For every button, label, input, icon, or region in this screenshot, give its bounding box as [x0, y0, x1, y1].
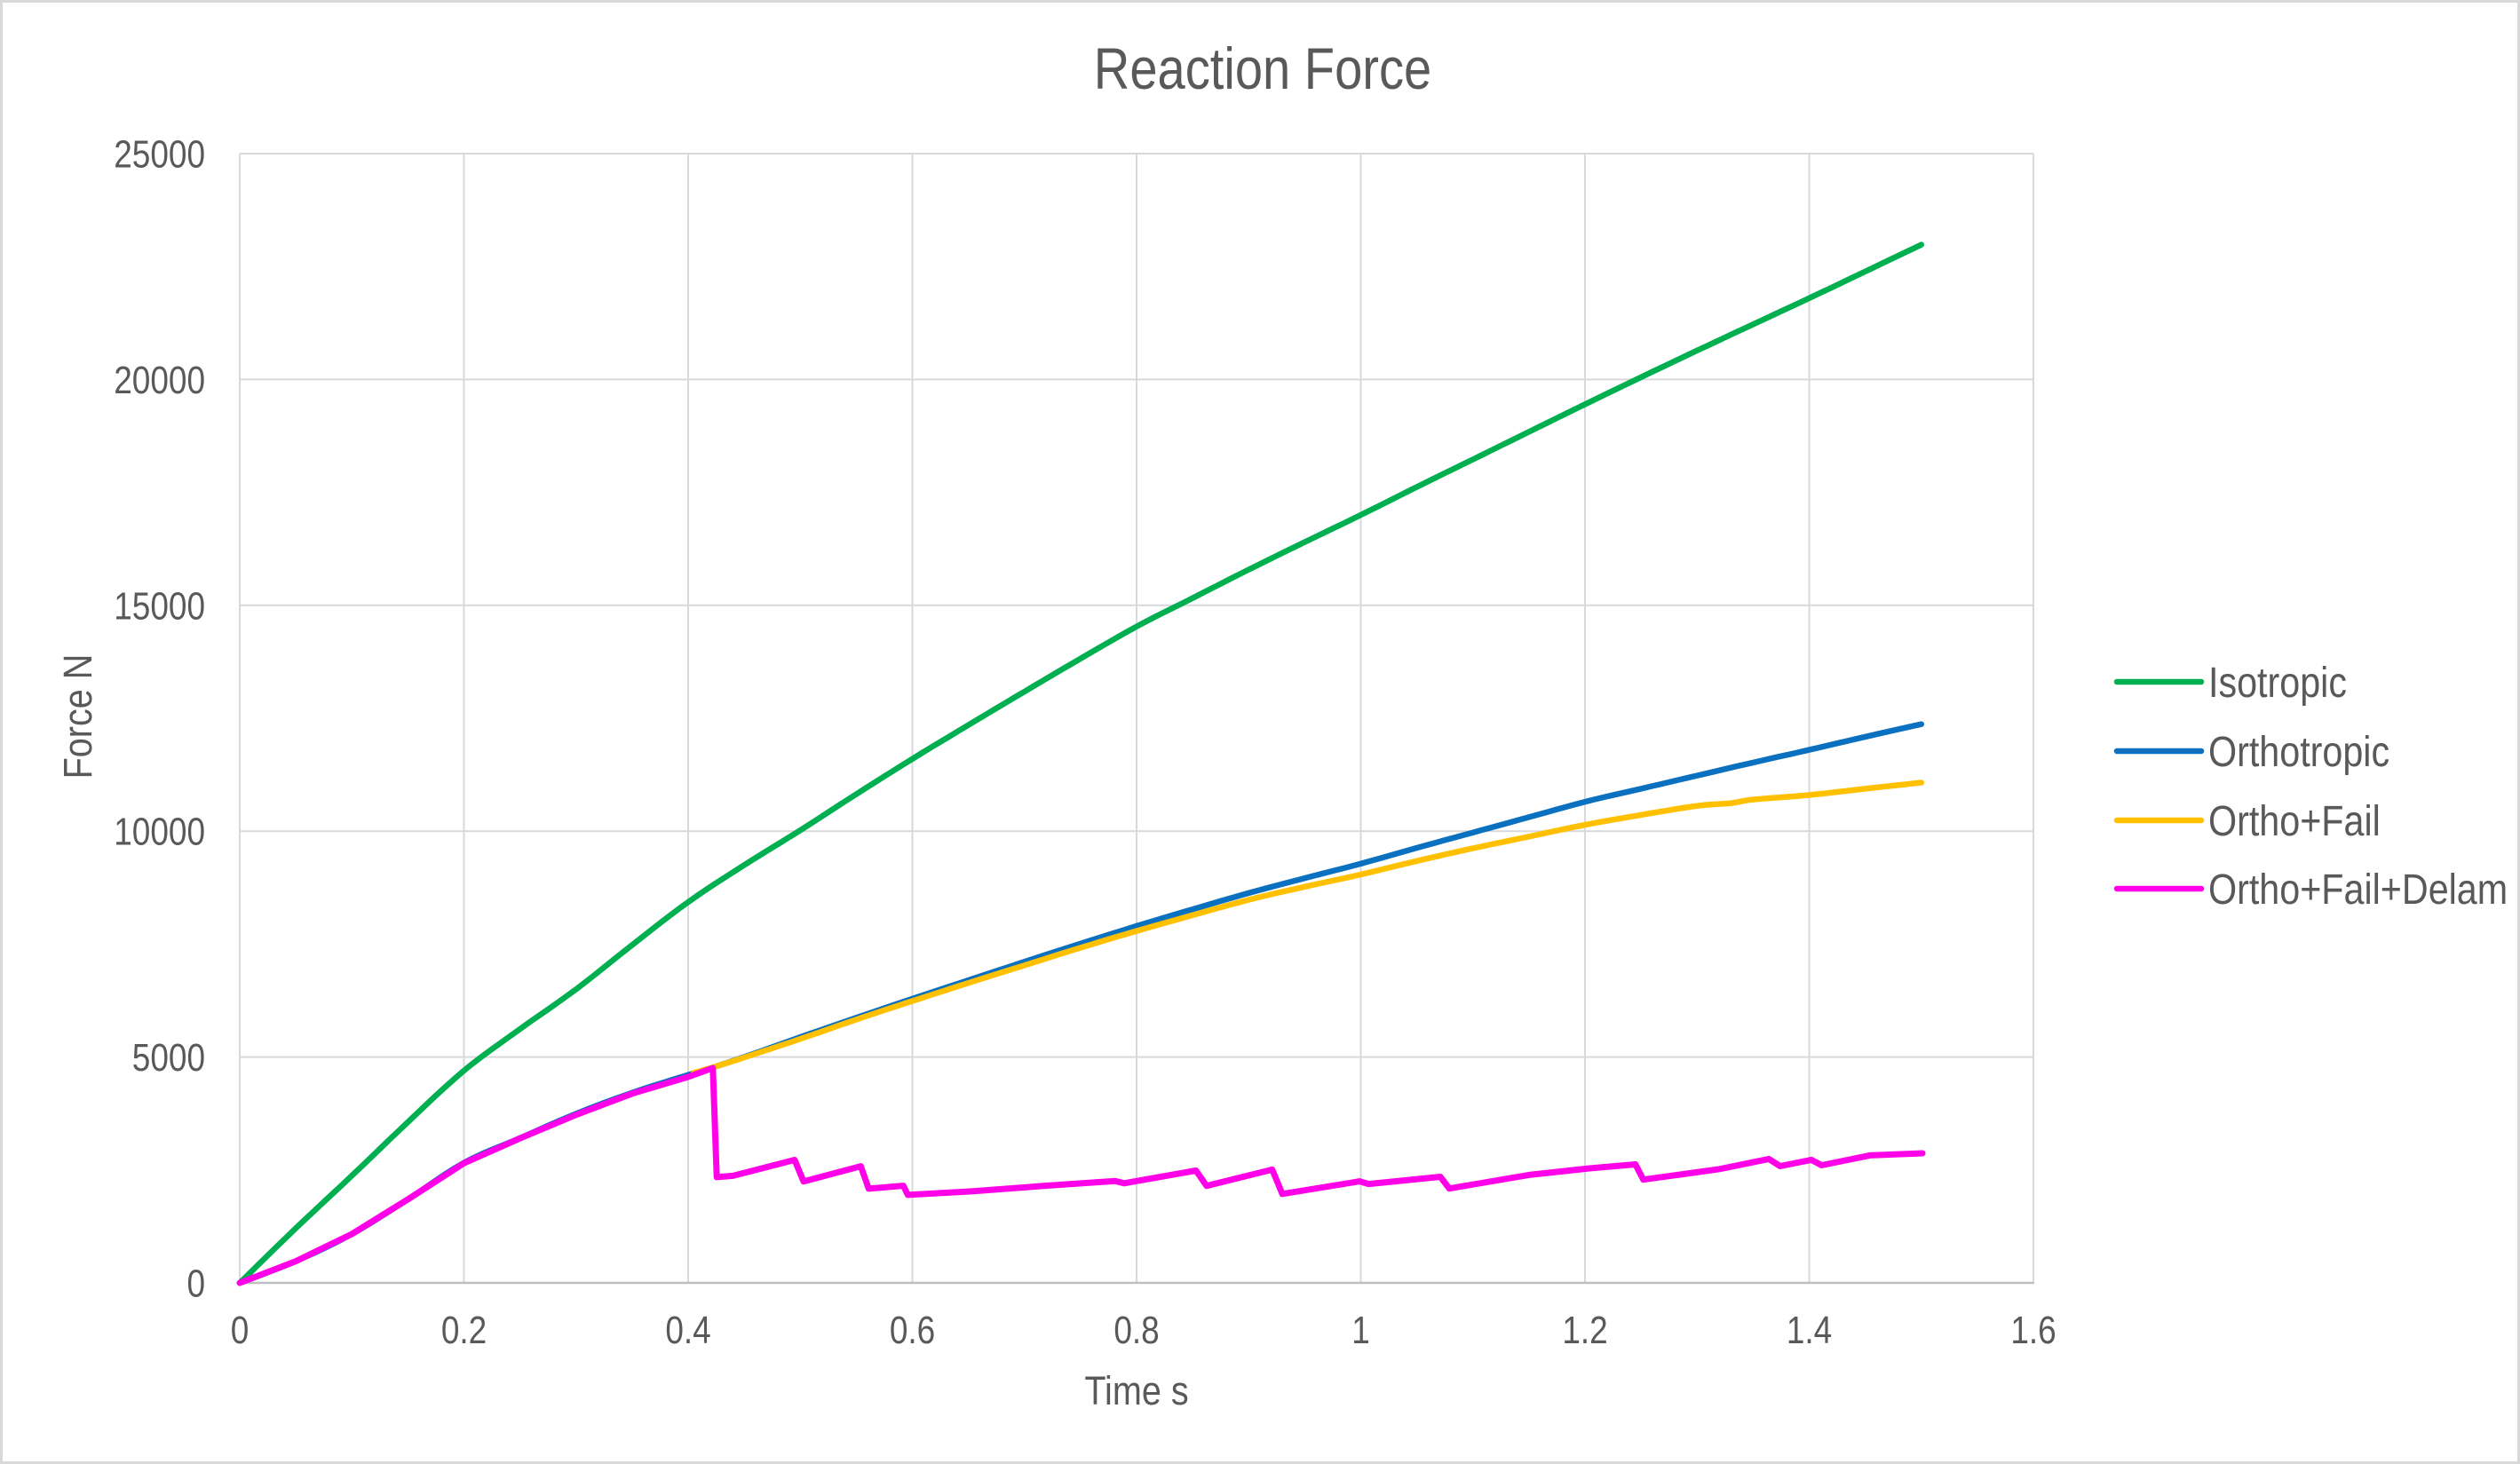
svg-text:1.6: 1.6: [2010, 1308, 2056, 1352]
svg-text:Orthotropic: Orthotropic: [2208, 728, 2389, 776]
svg-text:0: 0: [231, 1308, 250, 1352]
svg-text:0.6: 0.6: [890, 1308, 935, 1352]
svg-text:5000: 5000: [132, 1035, 205, 1080]
svg-text:Force N: Force N: [56, 654, 100, 779]
svg-text:1.4: 1.4: [1787, 1308, 1832, 1352]
svg-text:Isotropic: Isotropic: [2208, 659, 2347, 707]
svg-text:0.4: 0.4: [665, 1308, 710, 1352]
svg-text:0.8: 0.8: [1113, 1308, 1159, 1352]
svg-text:15000: 15000: [114, 583, 205, 628]
svg-text:1: 1: [1351, 1308, 1370, 1352]
svg-text:10000: 10000: [114, 810, 205, 854]
svg-text:Reaction Force: Reaction Force: [1094, 36, 1431, 101]
svg-text:0.2: 0.2: [441, 1308, 487, 1352]
svg-text:Time s: Time s: [1084, 1369, 1188, 1413]
svg-text:Ortho+Fail+Delam: Ortho+Fail+Delam: [2208, 866, 2508, 914]
svg-text:20000: 20000: [114, 358, 205, 402]
svg-text:0: 0: [186, 1261, 205, 1305]
svg-text:25000: 25000: [114, 131, 205, 176]
svg-text:Ortho+Fail: Ortho+Fail: [2208, 797, 2381, 845]
svg-text:1.2: 1.2: [1562, 1308, 1607, 1352]
